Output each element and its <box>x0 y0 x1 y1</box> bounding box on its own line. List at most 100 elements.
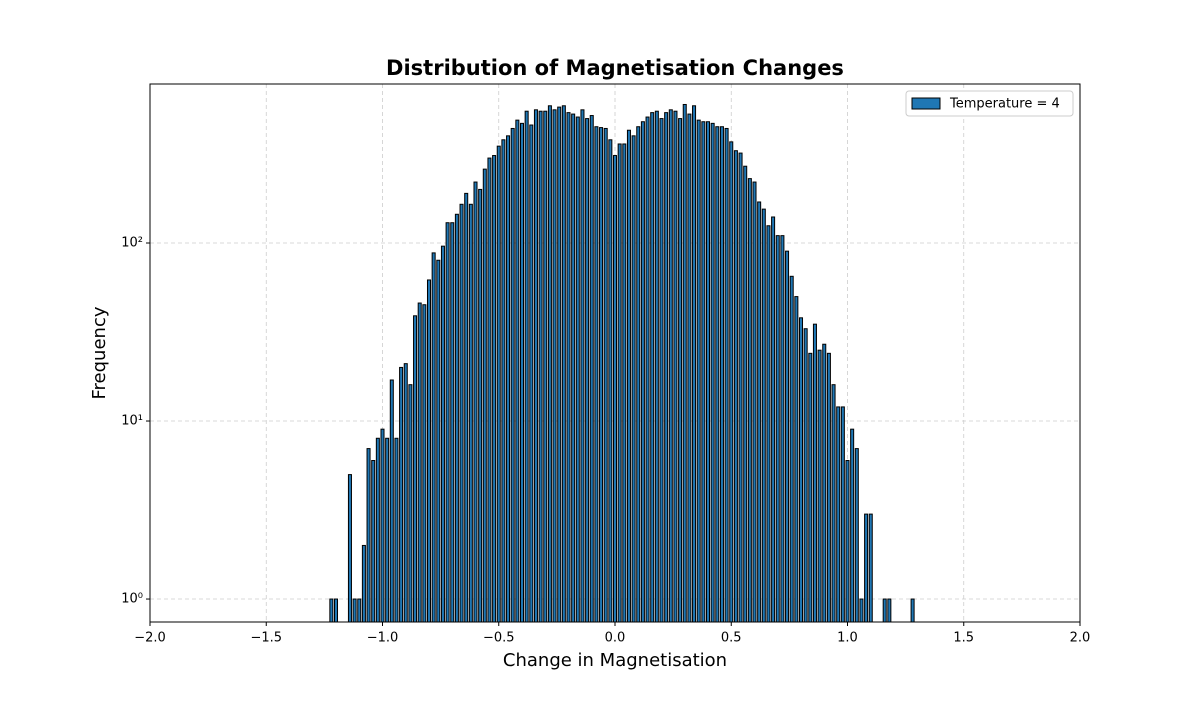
bar <box>436 259 441 623</box>
bar <box>478 188 483 623</box>
bar <box>840 406 845 623</box>
bar <box>715 126 720 623</box>
x-axis-label: Change in Magnetisation <box>503 650 727 671</box>
bar <box>850 428 855 623</box>
bar <box>710 122 715 623</box>
bar <box>859 598 864 623</box>
bar <box>789 275 794 623</box>
bar <box>440 245 445 623</box>
bar <box>705 121 711 623</box>
bar <box>585 118 590 623</box>
bar <box>826 352 831 623</box>
bar <box>882 598 887 623</box>
bar <box>575 116 580 623</box>
bar <box>701 121 706 623</box>
bar <box>413 315 418 623</box>
bar <box>761 208 766 623</box>
bar <box>510 127 515 623</box>
bar <box>664 112 669 623</box>
bar <box>780 235 785 623</box>
bar <box>482 168 487 623</box>
bar <box>729 141 734 623</box>
bar <box>589 115 594 623</box>
bar <box>594 126 599 623</box>
bar <box>803 328 808 623</box>
bar <box>571 113 576 623</box>
bar <box>329 598 334 623</box>
y-tick-label: 10¹ <box>121 414 143 429</box>
x-tick-label: 1.5 <box>953 631 974 646</box>
x-tick-label: −0.5 <box>483 631 515 646</box>
bar <box>543 110 548 623</box>
bar <box>822 343 827 623</box>
bar <box>831 384 836 623</box>
legend-box <box>905 90 1074 117</box>
bar <box>673 110 678 623</box>
bar <box>798 317 804 623</box>
bar <box>357 598 362 623</box>
bar <box>547 105 552 623</box>
bar <box>743 165 748 623</box>
bar <box>836 406 841 623</box>
bar <box>608 139 613 623</box>
bar <box>808 352 813 623</box>
bar <box>422 304 427 623</box>
bar <box>464 192 469 623</box>
bar <box>403 363 408 623</box>
bar <box>887 598 892 623</box>
bar <box>636 126 641 623</box>
bar <box>375 437 380 623</box>
bar <box>794 296 799 623</box>
bar <box>506 135 511 623</box>
bar <box>678 118 683 623</box>
bar <box>719 126 724 623</box>
bar <box>682 103 687 623</box>
legend-label: Temperature = 4 <box>949 97 1060 112</box>
y-axis-label: Frequency <box>89 306 110 399</box>
bar <box>692 105 697 623</box>
bar <box>371 460 376 623</box>
bar <box>724 127 729 623</box>
bar <box>496 145 501 623</box>
bar <box>389 379 394 623</box>
bar <box>468 203 473 623</box>
bar <box>473 181 478 623</box>
bar <box>333 598 339 623</box>
y-tick-label: 10⁰ <box>121 592 143 607</box>
bar <box>385 437 390 623</box>
bar <box>733 150 738 623</box>
bar <box>366 448 371 623</box>
bar <box>566 112 571 623</box>
bar <box>552 109 557 623</box>
bar <box>361 544 366 623</box>
bar <box>910 598 915 623</box>
bar <box>668 109 673 623</box>
x-tick-label: 0.0 <box>605 631 626 646</box>
legend-swatch <box>911 97 941 110</box>
bar <box>459 203 464 623</box>
bar <box>631 135 636 623</box>
x-tick-label: 2.0 <box>1070 631 1091 646</box>
bar <box>445 222 450 623</box>
bar <box>771 216 776 623</box>
bar <box>654 110 659 623</box>
bar <box>687 113 692 623</box>
chart-title: Distribution of Magnetisation Changes <box>386 56 844 80</box>
x-tick-label: 1.0 <box>837 631 858 646</box>
bar <box>817 349 822 623</box>
bar <box>394 437 399 623</box>
bar <box>645 116 650 623</box>
bar <box>417 302 422 623</box>
plot-frame <box>149 83 1081 623</box>
bar <box>775 235 780 623</box>
bar <box>752 181 757 623</box>
bar <box>766 225 771 623</box>
bar <box>622 143 627 623</box>
bar <box>580 109 585 623</box>
bar <box>352 598 357 623</box>
bar <box>812 323 817 623</box>
bar <box>426 279 432 623</box>
x-tick-label: 0.5 <box>721 631 742 646</box>
bar <box>617 143 622 623</box>
bar <box>626 129 631 623</box>
